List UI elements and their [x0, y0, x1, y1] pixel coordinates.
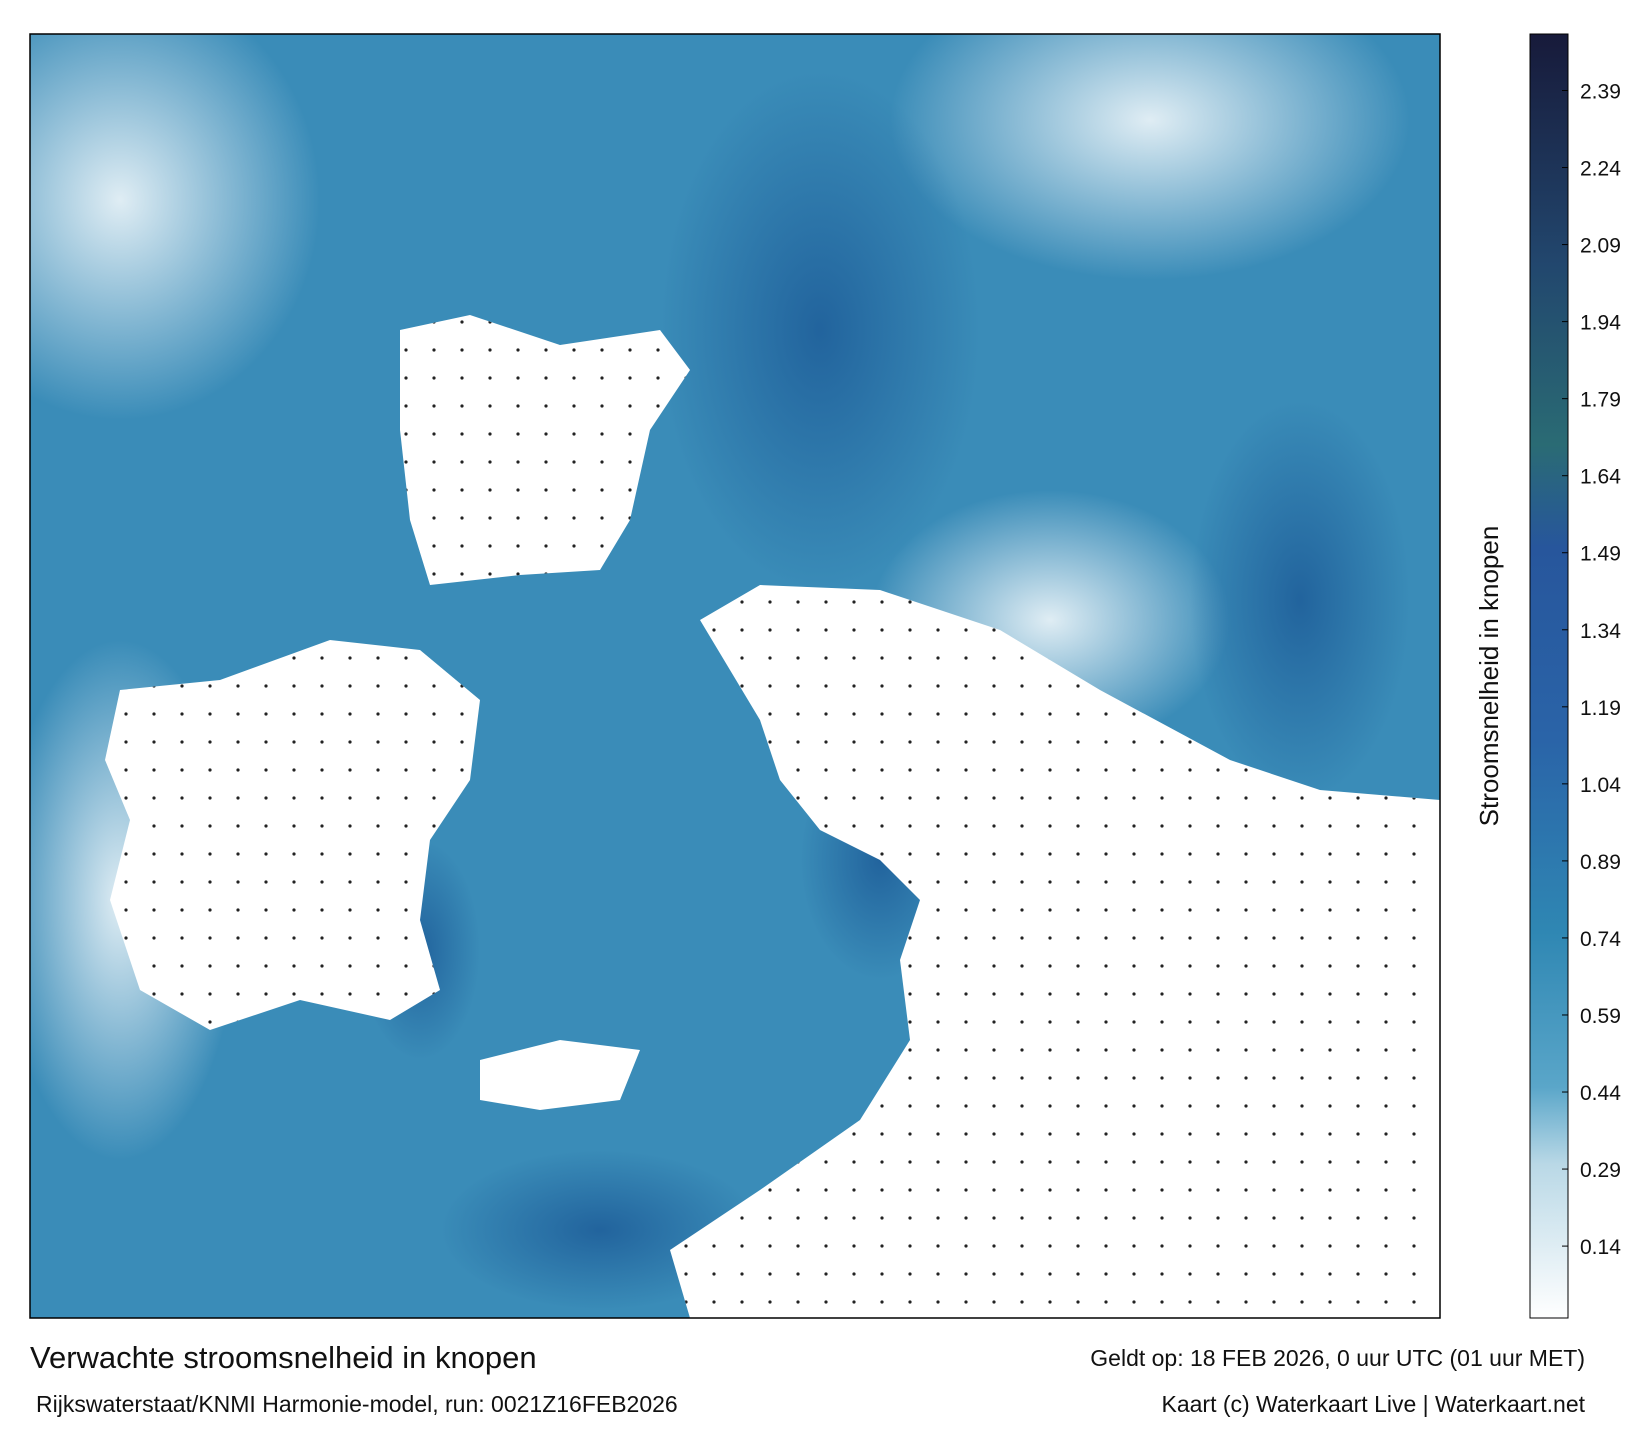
colorbar-tick-label: 0.44 — [1580, 1082, 1621, 1105]
subtitle: Rijkswaterstaat/KNMI Harmonie-model, run… — [36, 1391, 678, 1417]
colorbar-tick-label: 1.34 — [1580, 620, 1621, 643]
colorbar-tick-label: 1.19 — [1580, 697, 1621, 720]
colorbar-tick-label: 2.09 — [1580, 235, 1621, 258]
colorbar-tick-label: 1.94 — [1580, 312, 1621, 335]
land — [105, 315, 1440, 1318]
colorbar-tick-label: 0.29 — [1580, 1159, 1621, 1182]
colorbar-tick-label: 1.64 — [1580, 466, 1621, 489]
valid-time: Geldt op: 18 FEB 2026, 0 uur UTC (01 uur… — [1090, 1345, 1585, 1371]
colorbar — [1529, 33, 1569, 1319]
colorbar-tick-label: 2.39 — [1580, 80, 1621, 103]
colorbar-tick-label: 1.79 — [1580, 389, 1621, 412]
land-dots — [105, 640, 480, 1030]
land-area — [480, 1040, 640, 1110]
colorbar-tick-label: 1.49 — [1580, 543, 1621, 566]
colorbar-tick-label: 0.74 — [1580, 928, 1621, 951]
colorbar-tick-label: 0.14 — [1580, 1236, 1621, 1259]
colorbar-label: Stroomsnelheid in knopen — [1474, 526, 1504, 827]
map-frame — [29, 33, 1441, 1319]
colorbar-tick-label: 0.59 — [1580, 1005, 1621, 1028]
colorbar-tick-label: 0.89 — [1580, 851, 1621, 874]
land-dots — [670, 585, 1440, 1318]
land-dots — [400, 315, 690, 585]
sea-shade — [890, 34, 1410, 280]
colorbar-tick-label: 1.04 — [1580, 774, 1621, 797]
colorbar-ticks: 0.14 0.29 0.44 0.59 0.74 0.89 1.04 1.19 1.34 1.49… — [1562, 80, 1621, 1259]
sea-shade — [660, 70, 980, 590]
sea-shade — [1190, 400, 1410, 800]
title: Verwachte stroomsnelheid in knopen — [30, 1340, 537, 1375]
map — [30, 34, 1440, 1318]
credit: Kaart (c) Waterkaart Live | Waterkaart.n… — [1161, 1391, 1585, 1417]
colorbar-tick-label: 2.24 — [1580, 158, 1621, 181]
sea-shade — [30, 34, 320, 420]
